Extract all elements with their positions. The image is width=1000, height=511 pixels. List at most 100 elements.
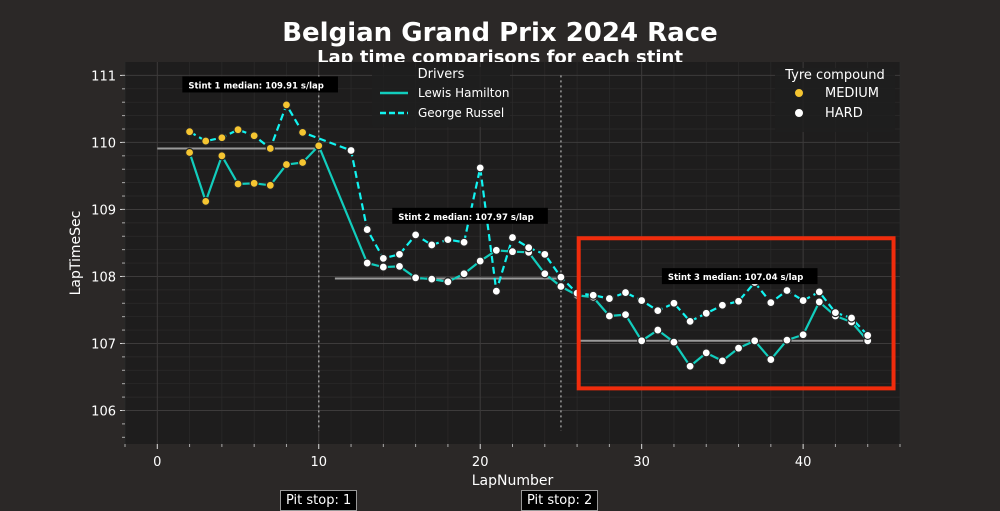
lap-point bbox=[604, 293, 614, 304]
tyre-compound-legend-title: Tyre compound bbox=[785, 68, 885, 83]
lap-point bbox=[620, 310, 631, 320]
lap-point bbox=[249, 131, 259, 141]
y-tick-label: 107 bbox=[91, 337, 116, 352]
lap-point bbox=[281, 100, 292, 110]
lap-point bbox=[750, 336, 760, 346]
legend-label-george-russel: George Russel bbox=[418, 106, 505, 120]
x-tick-label: 10 bbox=[310, 455, 327, 470]
lap-point bbox=[233, 125, 243, 135]
stint-median-label: Stint 2 median: 107.97 s/lap bbox=[398, 213, 533, 223]
lap-point bbox=[540, 249, 550, 259]
lap-point bbox=[863, 330, 873, 341]
lap-point bbox=[604, 311, 614, 321]
stint-median-label-box bbox=[661, 268, 818, 285]
lap-point bbox=[378, 262, 388, 272]
lap-point bbox=[362, 258, 372, 268]
lap-time-chart: 106 107 108 109 110 111 0 10 20 30 40 LapNumber LapT… bbox=[68, 62, 901, 489]
lap-point bbox=[427, 240, 437, 250]
lap-point bbox=[443, 277, 453, 287]
lap-point bbox=[669, 337, 679, 347]
lap-point bbox=[427, 274, 437, 284]
legend-item-george-russel: George Russel bbox=[372, 102, 510, 124]
legend-item-medium: MEDIUM bbox=[775, 82, 895, 104]
lap-point bbox=[733, 343, 744, 353]
pit-stop-1-label: Pit stop: 1 bbox=[280, 490, 358, 511]
lap-point bbox=[524, 243, 534, 253]
lap-point bbox=[733, 296, 744, 306]
lap-point bbox=[669, 298, 679, 308]
lap-point bbox=[814, 297, 824, 307]
lap-point bbox=[766, 354, 776, 365]
lap-point bbox=[814, 287, 824, 297]
lap-point bbox=[782, 285, 792, 296]
lap-point bbox=[201, 136, 211, 146]
lap-point bbox=[798, 295, 808, 306]
lap-point bbox=[411, 230, 421, 240]
lap-point bbox=[540, 269, 550, 279]
lap-point bbox=[475, 163, 485, 173]
x-tick-label: 40 bbox=[795, 455, 812, 470]
legend-label-lewis-hamilton: Lewis Hamilton bbox=[418, 86, 510, 100]
lap-point bbox=[184, 127, 195, 137]
lap-point bbox=[394, 261, 405, 272]
lap-point bbox=[233, 179, 243, 189]
lap-point bbox=[314, 141, 324, 151]
x-tick-label: 0 bbox=[153, 455, 161, 470]
lap-point bbox=[459, 269, 469, 279]
chart-title: Belgian Grand Prix 2024 Race bbox=[282, 18, 718, 48]
lap-point bbox=[281, 159, 292, 170]
lap-point bbox=[556, 281, 566, 292]
pit-stop-2-label: Pit stop: 2 bbox=[521, 490, 599, 511]
lap-point bbox=[378, 253, 388, 263]
lap-point bbox=[249, 178, 259, 188]
drivers-legend-title: Drivers bbox=[417, 67, 465, 82]
lap-point bbox=[475, 256, 485, 266]
solid-line-swatch bbox=[380, 91, 408, 95]
lap-point bbox=[717, 356, 727, 366]
x-tick-label: 20 bbox=[472, 455, 489, 470]
y-axis-label: LapTimeSec bbox=[68, 211, 84, 296]
lap-point bbox=[588, 290, 598, 300]
lap-point bbox=[653, 306, 663, 316]
lap-point bbox=[491, 286, 501, 296]
lap-point bbox=[637, 336, 647, 346]
lap-point bbox=[685, 316, 695, 326]
legend-item-hard: HARD bbox=[775, 102, 895, 124]
lap-point bbox=[701, 308, 711, 318]
y-tick-label: 110 bbox=[91, 136, 116, 151]
lap-point bbox=[782, 335, 792, 345]
tyre-compound-legend: Tyre compound MEDIUM HARD bbox=[775, 68, 895, 132]
y-tick-label: 108 bbox=[91, 270, 116, 285]
y-tick-label: 109 bbox=[91, 203, 116, 218]
lap-point bbox=[265, 180, 275, 190]
y-tick-label: 106 bbox=[91, 404, 116, 419]
lap-point bbox=[491, 245, 501, 255]
highlight-box bbox=[576, 236, 896, 391]
drivers-legend: Drivers Lewis Hamilton George Russel bbox=[372, 67, 510, 127]
lap-point bbox=[459, 237, 469, 247]
lap-point bbox=[298, 157, 308, 168]
lap-point bbox=[637, 295, 647, 306]
lap-point bbox=[346, 145, 356, 156]
dashed-line-swatch bbox=[380, 111, 408, 115]
lap-point bbox=[362, 224, 372, 235]
legend-label-hard: HARD bbox=[825, 105, 863, 121]
x-axis-label: LapNumber bbox=[472, 473, 554, 489]
y-tick-label: 111 bbox=[91, 69, 116, 84]
lap-point bbox=[830, 308, 841, 318]
lap-point bbox=[685, 361, 695, 371]
lap-point bbox=[766, 297, 776, 308]
lap-point bbox=[217, 133, 227, 143]
series-line bbox=[189, 103, 869, 337]
lap-point bbox=[394, 249, 405, 259]
legend-item-lewis-hamilton: Lewis Hamilton bbox=[372, 82, 510, 104]
lap-point bbox=[620, 287, 631, 298]
lap-point bbox=[217, 151, 227, 161]
lap-point bbox=[298, 127, 308, 137]
stint-median-label-box bbox=[182, 76, 338, 93]
legend-label-medium: MEDIUM bbox=[825, 85, 880, 101]
medium-dot-swatch bbox=[794, 88, 804, 98]
lap-point bbox=[556, 272, 566, 282]
lap-point bbox=[265, 143, 275, 154]
lap-point bbox=[846, 313, 857, 323]
